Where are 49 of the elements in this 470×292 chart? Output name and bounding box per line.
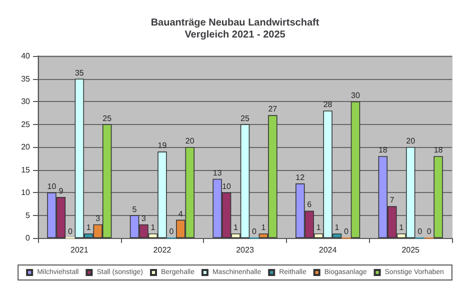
y-tick-label: 10 <box>21 188 31 197</box>
data-label: 3 <box>142 214 147 223</box>
data-label: 18 <box>434 146 444 155</box>
data-label: 13 <box>212 168 222 178</box>
data-label: 7 <box>390 196 395 205</box>
y-tick-label: 20 <box>21 142 31 152</box>
data-label: 5 <box>132 204 138 214</box>
x-tick-label: 2021 <box>70 246 89 254</box>
data-label: 1 <box>261 222 266 232</box>
data-label: 20 <box>185 136 195 146</box>
data-label: 20 <box>406 136 416 146</box>
x-tick-label: 2022 <box>153 246 172 254</box>
data-label: 0 <box>252 226 257 236</box>
data-label: 6 <box>307 200 312 210</box>
chart-title: Bauanträge Neubau Landwirtschaft Vergleich 2021 - 2025 <box>150 18 320 40</box>
data-label: 0 <box>68 226 73 236</box>
data-label: 3 <box>96 214 101 223</box>
y-tick-label: 15 <box>21 165 31 174</box>
data-label: 10 <box>222 182 232 191</box>
y-tick-label: 40 <box>21 52 31 60</box>
data-label: 35 <box>74 68 84 78</box>
bar <box>434 156 443 238</box>
data-label: 18 <box>378 146 388 155</box>
data-label: 25 <box>240 114 250 123</box>
x-tick-label: 2024 <box>318 246 338 254</box>
data-label: 1 <box>334 222 340 232</box>
data-label: 28 <box>323 100 333 110</box>
data-label: 1 <box>234 222 239 232</box>
bar <box>350 102 360 238</box>
data-label: 0 <box>418 226 423 236</box>
data-label: 12 <box>296 172 306 182</box>
data-label: 10 <box>47 182 57 191</box>
data-label: 1 <box>86 222 92 232</box>
data-label: 27 <box>268 104 278 114</box>
y-tick-label: 35 <box>21 74 31 84</box>
y-tick-label: 5 <box>26 210 31 220</box>
data-label: 1 <box>150 222 156 232</box>
data-label: 0 <box>426 226 432 236</box>
data-label: 0 <box>169 226 174 236</box>
y-tick-label: 30 <box>21 97 31 106</box>
data-label: 1 <box>399 222 404 232</box>
y-tick-label: 0 <box>26 234 31 242</box>
x-tick-label: 2025 <box>402 246 420 254</box>
data-label: 30 <box>351 91 360 100</box>
data-label: 25 <box>102 114 112 123</box>
y-tick-label: 25 <box>21 120 31 129</box>
x-tick-label: 2023 <box>236 246 254 254</box>
data-label: 0 <box>344 226 350 236</box>
data-label: 1 <box>316 222 322 232</box>
